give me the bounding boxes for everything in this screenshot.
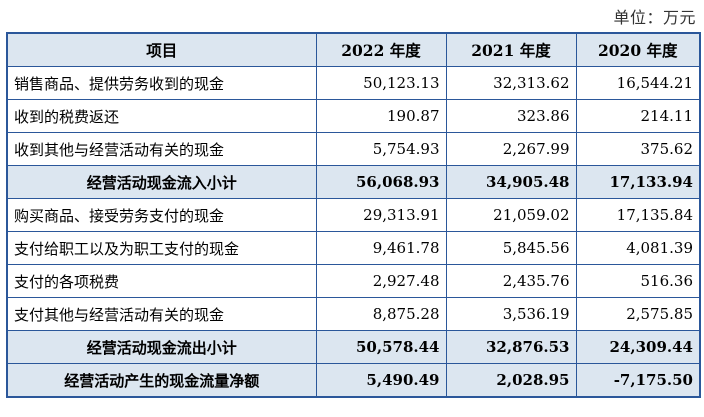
row-label: 支付给职工以及为职工支付的现金: [6, 231, 317, 265]
header-2022: 2022 年度: [315, 32, 447, 67]
cell-2021: 2,435.76: [445, 264, 577, 298]
cell-2021: 3,536.19: [445, 297, 577, 331]
row-label: 支付的各项税费: [6, 264, 317, 298]
row-label: 经营活动现金流入小计: [6, 165, 317, 199]
cell-2022: 8,875.28: [315, 297, 447, 331]
cell-2021: 21,059.02: [445, 198, 577, 232]
cell-2022: 29,313.91: [315, 198, 447, 232]
cell-2022: 5,490.49: [315, 363, 447, 398]
cell-2020: 17,135.84: [575, 198, 701, 232]
table-body: 销售商品、提供劳务收到的现金 50,123.13 32,313.62 16,544.2…: [6, 66, 701, 398]
row-label: 收到的税费返还: [6, 99, 317, 133]
row-label: 收到其他与经营活动有关的现金: [6, 132, 317, 166]
cell-2020: 16,544.21: [575, 66, 701, 100]
cell-2020: 24,309.44: [575, 330, 701, 364]
cell-2022: 5,754.93: [315, 132, 447, 166]
cell-2020: 516.36: [575, 264, 701, 298]
cash-flow-table: 项目 2022 年度 2021 年度 2020 年度 销售商品、提供劳务收到的现…: [6, 32, 701, 398]
row-label: 经营活动产生的现金流量净额: [6, 363, 317, 398]
cell-2022: 190.87: [315, 99, 447, 133]
cell-2021: 323.86: [445, 99, 577, 133]
table-row: 收到的税费返还 190.87 323.86 214.11: [6, 99, 701, 133]
cell-2021: 34,905.48: [445, 165, 577, 199]
row-label: 支付其他与经营活动有关的现金: [6, 297, 317, 331]
table-header-row: 项目 2022 年度 2021 年度 2020 年度: [6, 32, 701, 67]
cell-2022: 2,927.48: [315, 264, 447, 298]
table-row: 支付给职工以及为职工支付的现金 9,461.78 5,845.56 4,081.39: [6, 231, 701, 265]
cell-2021: 2,028.95: [445, 363, 577, 398]
cell-2022: 56,068.93: [315, 165, 447, 199]
cell-2020: 375.62: [575, 132, 701, 166]
row-label: 经营活动现金流出小计: [6, 330, 317, 364]
cell-2021: 32,876.53: [445, 330, 577, 364]
row-label: 购买商品、接受劳务支付的现金: [6, 198, 317, 232]
cell-2022: 50,123.13: [315, 66, 447, 100]
cell-2020: 4,081.39: [575, 231, 701, 265]
table-row: 收到其他与经营活动有关的现金 5,754.93 2,267.99 375.62: [6, 132, 701, 166]
cell-2020: -7,175.50: [575, 363, 701, 398]
cell-2020: 17,133.94: [575, 165, 701, 199]
cell-2021: 2,267.99: [445, 132, 577, 166]
table-row: 支付的各项税费 2,927.48 2,435.76 516.36: [6, 264, 701, 298]
cell-2022: 9,461.78: [315, 231, 447, 265]
table-row: 销售商品、提供劳务收到的现金 50,123.13 32,313.62 16,544.2…: [6, 66, 701, 100]
header-item: 项目: [6, 32, 317, 67]
row-label: 销售商品、提供劳务收到的现金: [6, 66, 317, 100]
table-row: 购买商品、接受劳务支付的现金 29,313.91 21,059.02 17,135.8…: [6, 198, 701, 232]
table-subtotal-row: 经营活动现金流入小计 56,068.93 34,905.48 17,133.94: [6, 165, 701, 199]
cell-2020: 2,575.85: [575, 297, 701, 331]
table-subtotal-row: 经营活动现金流出小计 50,578.44 32,876.53 24,309.44: [6, 330, 701, 364]
table-subtotal-row: 经营活动产生的现金流量净额 5,490.49 2,028.95 -7,175.50: [6, 363, 701, 398]
cell-2022: 50,578.44: [315, 330, 447, 364]
header-2020: 2020 年度: [575, 32, 701, 67]
cell-2021: 32,313.62: [445, 66, 577, 100]
cell-2020: 214.11: [575, 99, 701, 133]
header-2021: 2021 年度: [445, 32, 577, 67]
cell-2021: 5,845.56: [445, 231, 577, 265]
table-row: 支付其他与经营活动有关的现金 8,875.28 3,536.19 2,575.85: [6, 297, 701, 331]
unit-label: 单位：万元: [613, 8, 696, 27]
